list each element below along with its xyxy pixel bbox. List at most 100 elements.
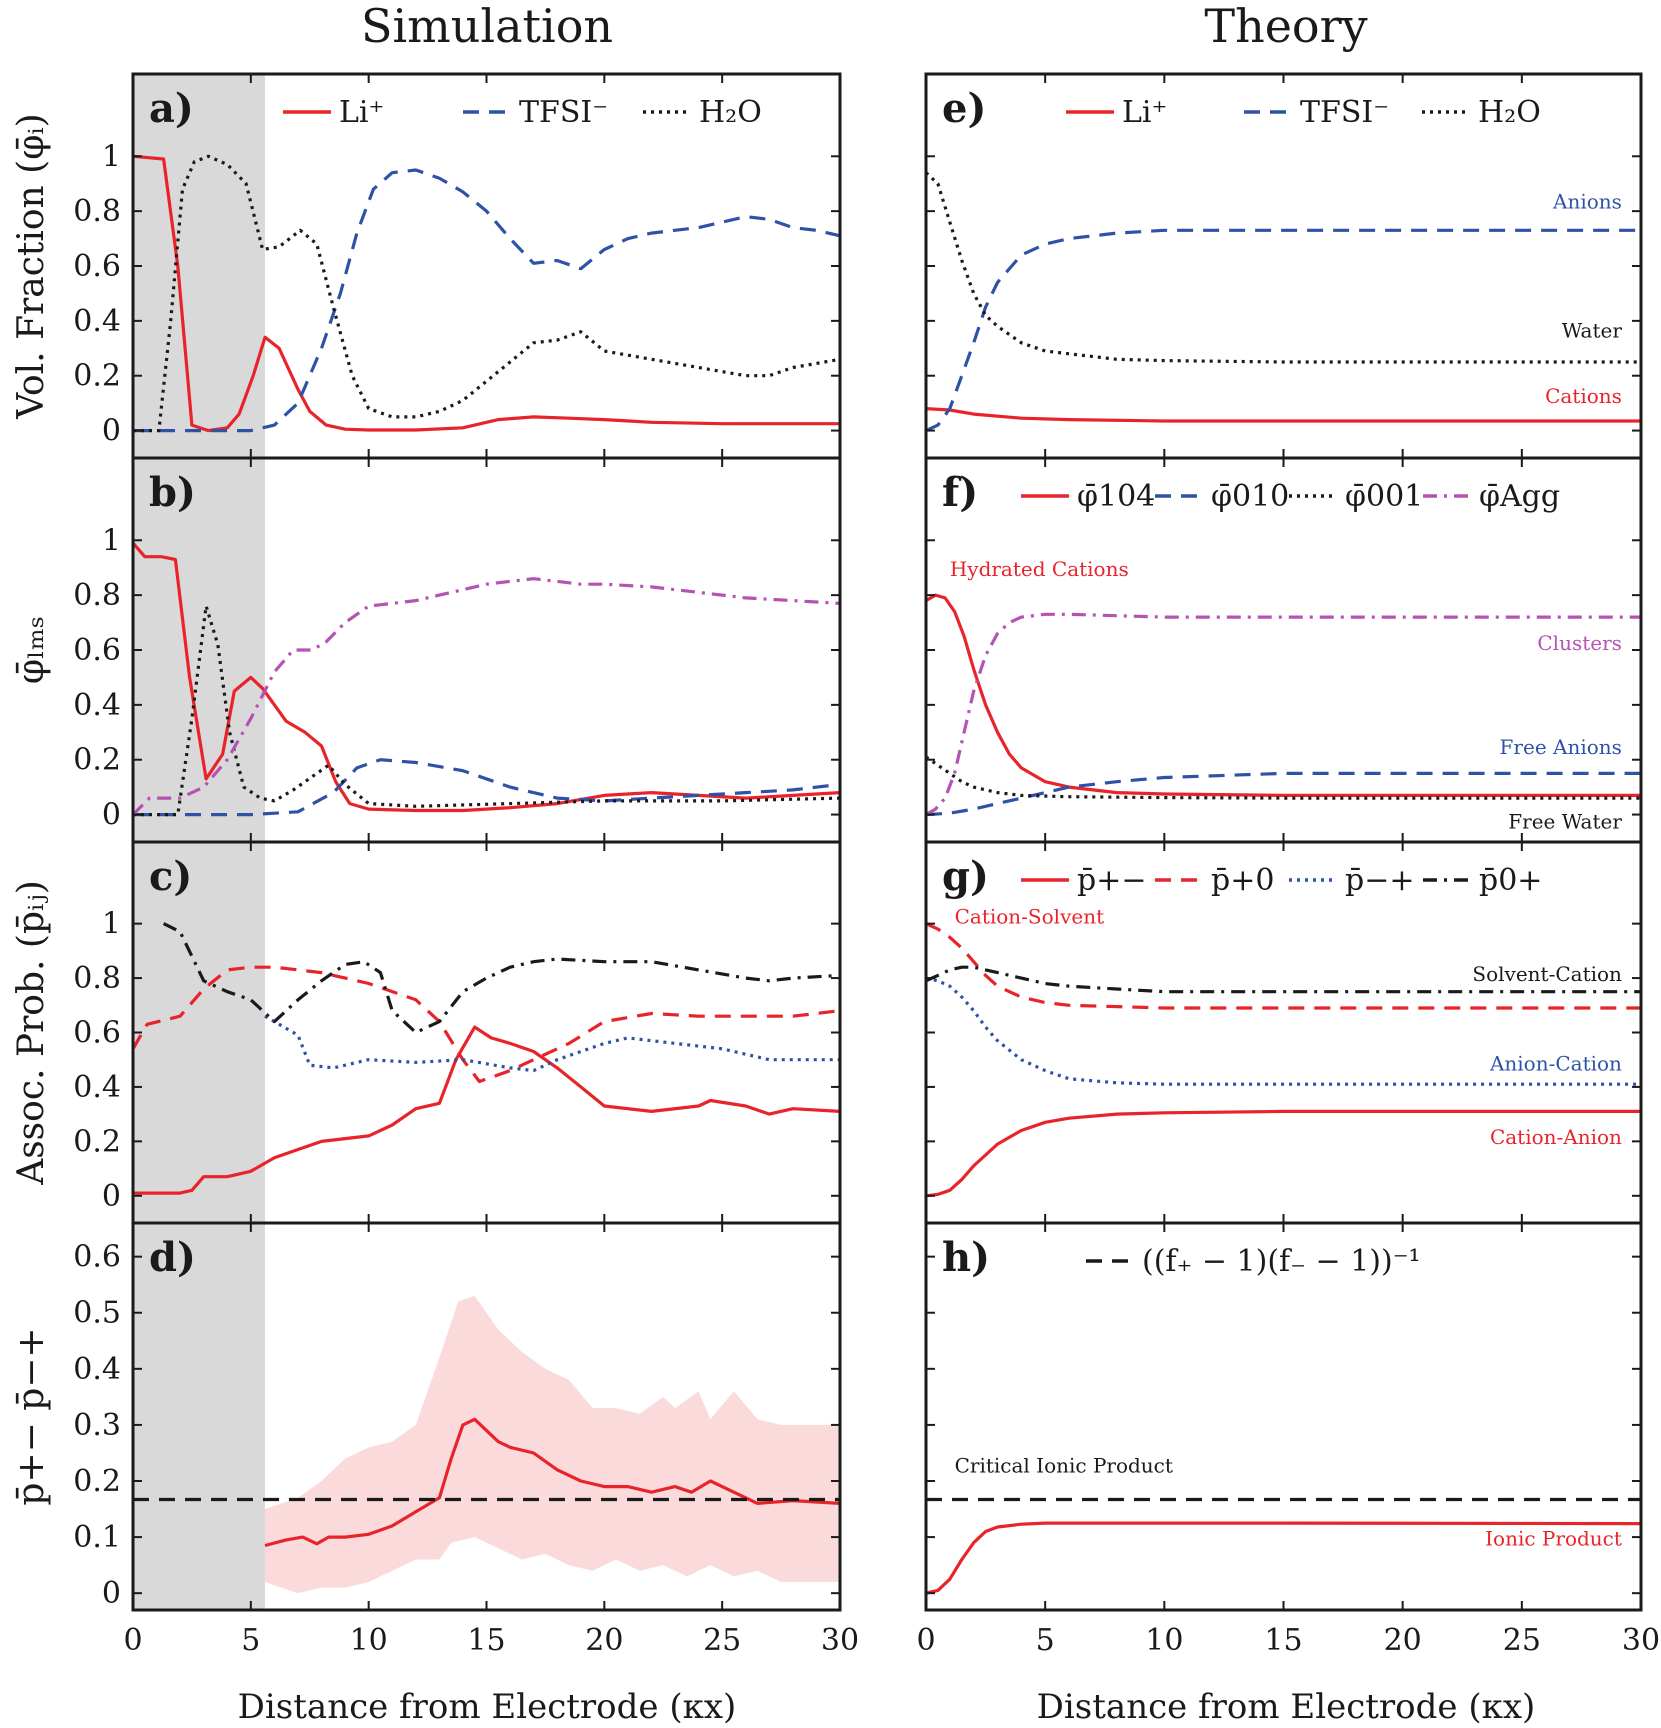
panel-label-b: b)	[149, 469, 196, 516]
series-line-f-1	[926, 771, 1641, 817]
legend-label-e-1: TFSI⁻	[1300, 95, 1389, 130]
plot-area-c	[133, 842, 840, 1223]
plot-area-e	[926, 171, 1641, 433]
y-tick-label-b-5: 1	[102, 523, 121, 558]
panel-label-g: g)	[942, 853, 989, 900]
confidence-band-d	[264, 1295, 840, 1594]
legend-label-g-1: p̄+0	[1211, 863, 1274, 898]
y-axis-title-d: p̄+− p̄−+	[11, 1327, 52, 1505]
annotation-e-2: Cations	[1545, 384, 1622, 408]
series-line-g-2	[926, 976, 1641, 1086]
panel-b: 0 0.2 0.4 0.6 0.8 1 b) φ̄ₗₘₛ	[11, 456, 842, 844]
legend-h: ((f₊ − 1)(f₋ − 1))⁻¹	[1086, 1244, 1421, 1279]
x-tick-label-h-4: 20	[1384, 1623, 1422, 1658]
y-tick-label-c-4: 0.8	[73, 961, 121, 996]
legend-label-a-2: H₂O	[699, 95, 762, 130]
x-tick-label-h-3: 15	[1264, 1623, 1302, 1658]
series-line-c-3	[162, 922, 840, 1035]
x-tick-label-h-2: 10	[1145, 1623, 1183, 1658]
y-axis-title-b: φ̄ₗₘₛ	[11, 616, 52, 684]
y-tick-label-d-1: 0.1	[73, 1520, 121, 1555]
series-line-b-2	[133, 604, 840, 817]
legend-g: p̄+− p̄+0 p̄−+ p̄0+	[1021, 863, 1542, 898]
y-tick-label-c-3: 0.6	[73, 1016, 121, 1051]
x-tick-label-h-5: 25	[1503, 1623, 1541, 1658]
panels: 0 0.2 0.4 0.6 0.8 1 a) Vol. Fraction (φ̄ᵢ) Li⁺ TF…	[11, 72, 1660, 1658]
annotation-f-2: Free Anions	[1500, 735, 1622, 759]
annotation-e-1: Water	[1562, 318, 1623, 342]
annotation-e-0: Anions	[1552, 189, 1622, 213]
plot-area-a	[133, 74, 840, 458]
x-tick-label-d-4: 20	[585, 1623, 623, 1658]
series-line-b-0	[133, 541, 840, 813]
legend-label-e-2: H₂O	[1478, 95, 1541, 130]
panel-label-f: f)	[942, 469, 978, 516]
x-tick-label-d-3: 15	[467, 1623, 505, 1658]
series-line-d-0	[264, 1417, 840, 1548]
series-line-g-0	[926, 1109, 1641, 1198]
series-line-e-2	[926, 171, 1641, 364]
panel-label-h: h)	[942, 1234, 990, 1281]
y-tick-label-d-0: 0	[102, 1576, 121, 1611]
legend-label-e-0: Li⁺	[1122, 95, 1167, 130]
y-tick-label-b-3: 0.6	[73, 633, 121, 668]
x-tick-label-h-1: 5	[1036, 1623, 1055, 1658]
annotation-g-0: Cation-Solvent	[955, 905, 1105, 929]
series-line-f-3	[926, 612, 1641, 816]
legend-label-g-3: p̄0+	[1479, 863, 1542, 898]
y-tick-label-a-3: 0.6	[73, 249, 121, 284]
x-tick-label-d-1: 5	[241, 1623, 260, 1658]
series-line-a-1	[133, 168, 840, 433]
y-tick-label-b-4: 0.8	[73, 578, 121, 613]
legend-f: φ̄104 φ̄010 φ̄001 φ̄Agg	[1021, 479, 1560, 514]
y-tick-label-c-2: 0.4	[73, 1070, 121, 1105]
panel-a: 0 0.2 0.4 0.6 0.8 1 a) Vol. Fraction (φ̄ᵢ) Li⁺ TF…	[11, 72, 842, 460]
y-tick-label-a-0: 0	[102, 414, 121, 449]
x-tick-label-d-2: 10	[350, 1623, 388, 1658]
series-line-e-0	[926, 407, 1641, 423]
y-tick-label-d-5: 0.5	[73, 1296, 121, 1331]
y-tick-label-c-1: 0.2	[73, 1124, 121, 1159]
panel-label-a: a)	[149, 85, 194, 132]
x-tick-label-h-6: 30	[1622, 1623, 1660, 1658]
plot-frame-g	[924, 840, 1643, 1225]
legend-label-h-0: ((f₊ − 1)(f₋ − 1))⁻¹	[1142, 1244, 1421, 1279]
series-line-f-0	[926, 593, 1641, 798]
panel-c: 0 0.2 0.4 0.6 0.8 1 c) Assoc. Prob. (p̄ᵢⱼ)	[11, 840, 842, 1225]
column-title-simulation: Simulation	[361, 0, 613, 53]
annotation-f-0: Hydrated Cations	[950, 557, 1129, 581]
legend-label-g-0: p̄+−	[1077, 863, 1146, 898]
x-axis-title-simulation: Distance from Electrode (κx)	[238, 1687, 737, 1727]
legend-label-a-0: Li⁺	[339, 95, 384, 130]
y-tick-label-a-4: 0.8	[73, 194, 121, 229]
series-line-e-1	[926, 228, 1641, 433]
series-line-a-0	[133, 154, 840, 433]
legend-label-f-3: φ̄Agg	[1479, 479, 1560, 514]
legend-label-f-2: φ̄001	[1345, 479, 1423, 514]
panel-label-e: e)	[942, 85, 986, 132]
y-tick-label-d-4: 0.4	[73, 1352, 121, 1387]
annotation-f-3: Free Water	[1508, 809, 1622, 833]
plot-area-d	[133, 1223, 840, 1610]
column-title-theory: Theory	[1204, 0, 1367, 53]
annotation-g-1: Solvent-Cation	[1472, 962, 1622, 986]
x-tick-label-h-0: 0	[916, 1623, 935, 1658]
series-line-b-1	[133, 758, 840, 817]
x-tick-label-d-6: 30	[821, 1623, 859, 1658]
series-line-h-0	[926, 1521, 1641, 1595]
shaded-region-c	[133, 842, 265, 1223]
x-tick-label-d-5: 25	[703, 1623, 741, 1658]
legend-e: Li⁺ TFSI⁻ H₂O	[1066, 95, 1541, 130]
annotation-f-1: Clusters	[1537, 631, 1622, 655]
shaded-region-a	[133, 74, 265, 458]
y-tick-label-b-0: 0	[102, 798, 121, 833]
shaded-region-d	[133, 1223, 265, 1610]
y-tick-label-d-6: 0.6	[73, 1240, 121, 1275]
plot-area-g	[926, 922, 1641, 1198]
annotation-g-2: Anion-Cation	[1489, 1052, 1622, 1076]
legend-label-a-1: TFSI⁻	[519, 95, 608, 130]
annotation-g-3: Cation-Anion	[1490, 1125, 1622, 1149]
plot-frame-h	[924, 1221, 1643, 1612]
panel-label-c: c)	[149, 853, 192, 900]
